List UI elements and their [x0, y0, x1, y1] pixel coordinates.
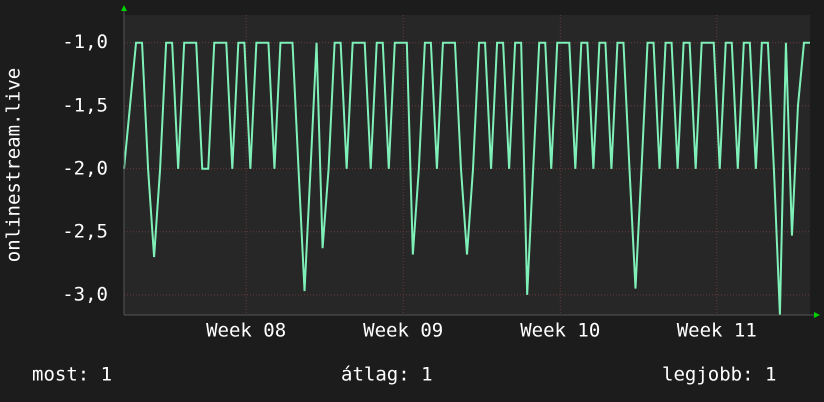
- y-tick-label: -1,5: [62, 94, 108, 116]
- series-line: [123, 41, 810, 316]
- x-tick-label: Week 08: [206, 320, 286, 342]
- x-tick-label: Week 09: [363, 320, 443, 342]
- footer-best: legjobb: 1: [662, 364, 776, 386]
- y-tick-label: -1,0: [62, 31, 108, 53]
- x-tick-label: Week 10: [520, 320, 600, 342]
- x-tick-label: Week 11: [677, 320, 757, 342]
- y-arrow: [121, 5, 127, 11]
- footer-average: átlag: 1: [341, 364, 433, 386]
- y-axis-label: onlinestream.live: [3, 68, 25, 262]
- y-tick-label: -2,0: [62, 157, 108, 179]
- footer-current: most: 1: [32, 364, 112, 386]
- y-tick-label: -2,5: [62, 220, 108, 242]
- y-tick-label: -3,0: [62, 283, 108, 305]
- x-arrow: [814, 312, 820, 318]
